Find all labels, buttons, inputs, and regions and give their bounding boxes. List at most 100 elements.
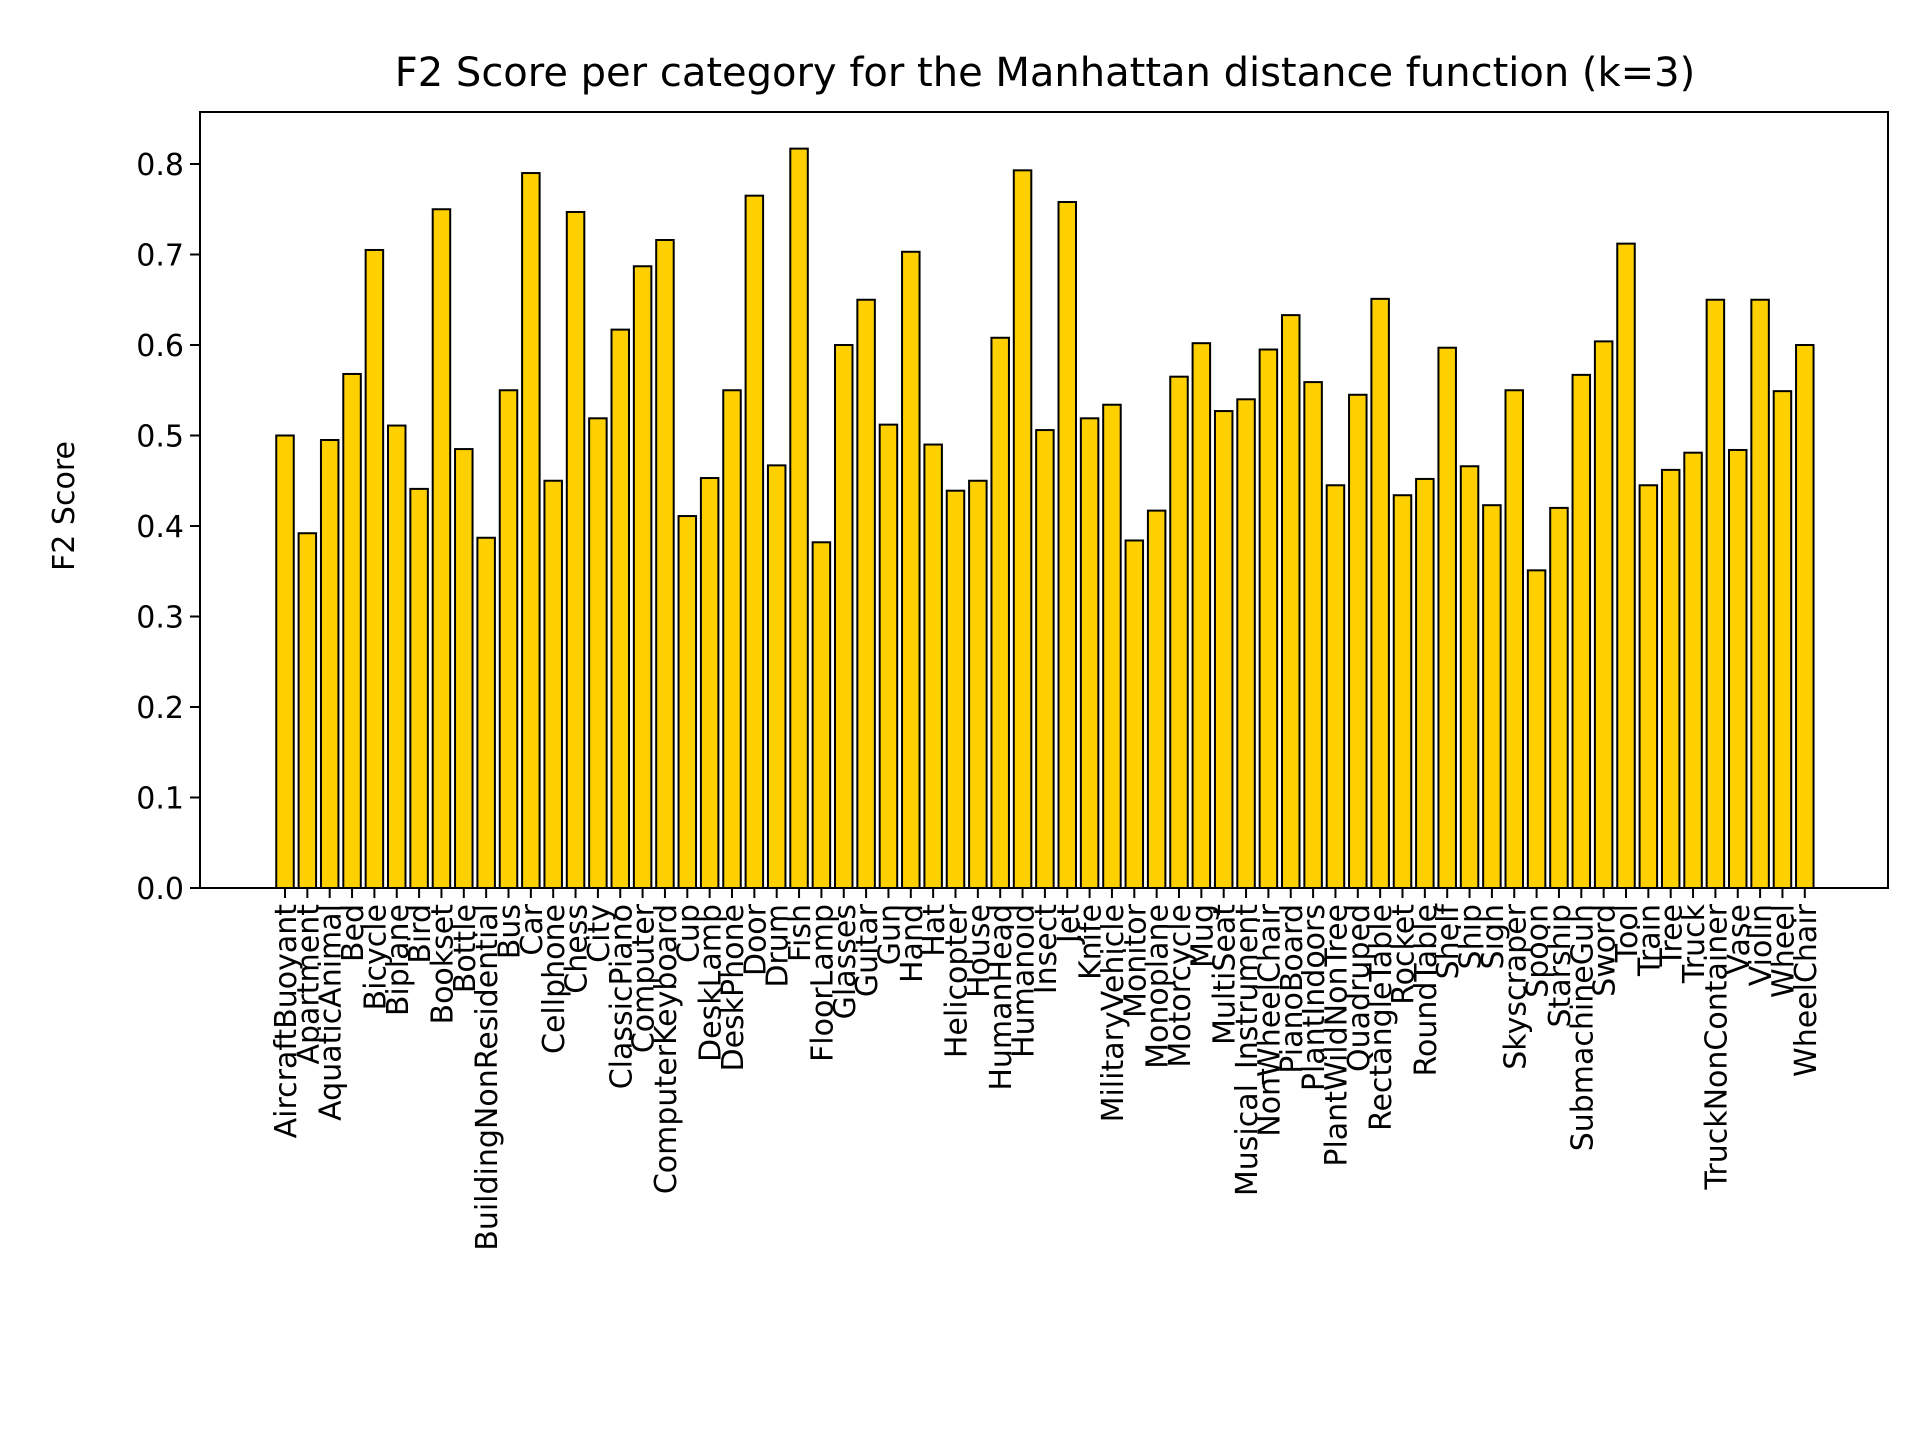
bar-motorcycle — [1169, 375, 1189, 889]
y-tick-label: 0.7 — [136, 239, 184, 274]
x-tick-label: Truck — [1677, 903, 1712, 984]
bar-aquaticanimal — [319, 439, 340, 889]
bar-humanhead — [990, 336, 1010, 889]
x-tick-label: NonWheelChair — [1252, 903, 1287, 1136]
bar-door — [744, 194, 765, 890]
x-tick-label: Vase — [1722, 904, 1757, 975]
bar-buildingnonresidential — [476, 536, 496, 889]
bar-fish — [789, 147, 809, 889]
bar-insect — [1035, 429, 1055, 889]
bar-mug — [1191, 342, 1212, 889]
x-tick-label: Quadruped — [1342, 904, 1377, 1072]
x-tick-label: DeskPhone — [716, 904, 751, 1072]
x-tick-label: Tool — [1610, 904, 1645, 963]
bar-bottle — [454, 448, 474, 889]
x-tick-label: Gun — [872, 904, 907, 965]
bars — [275, 147, 1815, 890]
x-tick-label: Bird — [403, 904, 438, 964]
bar-monitor — [1124, 539, 1145, 889]
bar-knife — [1079, 417, 1100, 889]
bar-sign — [1482, 504, 1502, 889]
bar-truck — [1683, 451, 1703, 889]
bar-multiseat — [1213, 410, 1234, 889]
bar-plantwildnontree — [1325, 484, 1346, 889]
bar-cellphone — [543, 479, 563, 889]
x-tick-label: Insect — [1029, 904, 1064, 994]
bar-ship — [1459, 465, 1480, 889]
bar-train — [1638, 484, 1659, 889]
y-tick-label: 0.4 — [136, 510, 184, 545]
bar-city — [588, 417, 608, 889]
bar-floorlamp — [811, 541, 832, 889]
x-tick-label: Knife — [1074, 904, 1109, 980]
x-tick-label: MultiSeat — [1208, 904, 1243, 1045]
x-tick-label: Spoon — [1521, 904, 1556, 998]
x-tick-label: Ship — [1454, 904, 1489, 969]
bar-car — [521, 172, 541, 890]
bar-quadruped — [1348, 393, 1368, 889]
plot-frame — [199, 111, 1889, 889]
x-tick-label: Shelf — [1431, 903, 1466, 980]
x-tick-label: Car — [515, 903, 550, 955]
x-tick-label: Bed — [336, 904, 371, 962]
bar-helicopter — [945, 489, 966, 889]
x-tick-label: Starship — [1543, 904, 1578, 1028]
x-tick-label: RectangleTable — [1364, 904, 1399, 1131]
bar-chess — [565, 210, 586, 890]
bar-musical_instrument — [1236, 398, 1256, 889]
bar-gun — [878, 423, 899, 889]
bar-house — [968, 479, 988, 889]
bar-tree — [1660, 468, 1681, 889]
x-tick-label: Train — [1632, 904, 1667, 977]
x-tick-label: SubmachineGun — [1565, 904, 1600, 1151]
bar-vase — [1728, 448, 1748, 889]
x-tick-label: Fish — [783, 904, 818, 962]
x-tick-label: WheelChair — [1789, 903, 1824, 1077]
x-tick-label: Bookset — [425, 904, 460, 1025]
x-tick-label: Cellphone — [537, 904, 572, 1054]
bar-bicycle — [364, 248, 385, 890]
bar-violin — [1750, 298, 1770, 889]
x-tick-label: Rocket — [1387, 904, 1422, 1005]
bar-rectangletable — [1370, 297, 1390, 890]
bar-biplane — [387, 424, 407, 889]
bar-tool — [1616, 242, 1636, 889]
x-tick-label: Humanoid — [1007, 904, 1042, 1058]
bar-hand — [901, 250, 921, 890]
bar-classicpiano — [610, 328, 630, 889]
bar-cup — [677, 515, 698, 889]
bar-sword — [1593, 340, 1614, 889]
bar-drum — [766, 464, 787, 889]
x-tick-label: PlantIndoors — [1297, 904, 1332, 1091]
x-tick-label: Bicycle — [358, 904, 393, 1010]
x-tick-label: BuildingNonResidential — [470, 904, 505, 1251]
x-tick-label: DeskLamp — [694, 904, 729, 1062]
bar-guitar — [856, 298, 876, 889]
y-tick-label: 0.3 — [136, 601, 184, 636]
bar-nonwheelchair — [1258, 348, 1279, 889]
x-tick-label: Skyscraper — [1498, 903, 1533, 1069]
x-ticks: AircraftBuoyantApartmentAquaticAnimalBed… — [269, 888, 1824, 1251]
y-ticks: 0.0 0.1 0.2 0.3 0.4 0.5 0.6 0.7 0.8 — [136, 148, 200, 907]
bar-submachinegun — [1571, 373, 1592, 889]
x-tick-label: Guitar — [850, 903, 885, 997]
bar-starship — [1549, 506, 1569, 889]
bar-wheel — [1772, 390, 1793, 889]
x-tick-label: FloorLamp — [805, 904, 840, 1062]
x-tick-label: Wheel — [1766, 904, 1801, 998]
x-tick-label: Motorcycle — [1163, 904, 1198, 1068]
x-tick-label: ComputerKeyboard — [649, 904, 684, 1194]
bar-spoon — [1526, 569, 1547, 889]
y-tick-label: 0.8 — [136, 148, 184, 183]
x-tick-label: Biplane — [381, 904, 416, 1016]
bar-roundtable — [1415, 477, 1435, 889]
bar-bookset — [431, 208, 452, 889]
bar-aircraftbuoyant — [275, 434, 295, 889]
bar-computerkeyboard — [655, 239, 675, 889]
x-tick-label: City — [582, 904, 617, 963]
bar-bird — [409, 487, 429, 889]
x-tick-label: Sword — [1588, 904, 1623, 997]
x-tick-label: Drum — [761, 904, 796, 988]
bar-wheelchair — [1795, 344, 1815, 889]
